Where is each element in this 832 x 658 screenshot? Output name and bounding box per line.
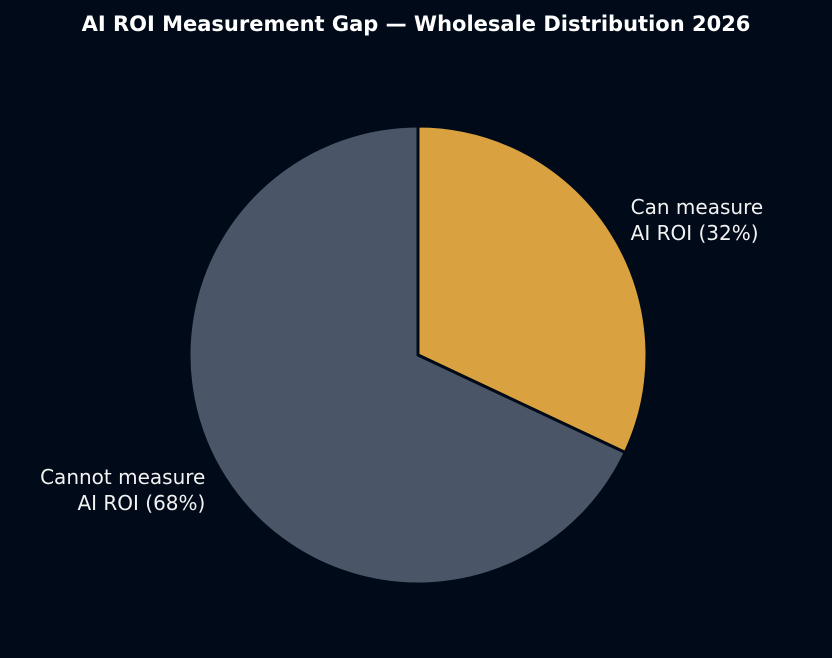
pie-slice <box>416 124 649 455</box>
slice-label: Cannot measure AI ROI (68%) <box>40 464 206 515</box>
chart-title: AI ROI Measurement Gap — Wholesale Distr… <box>81 12 751 36</box>
slice-label: Can measure AI ROI (32%) <box>630 195 764 246</box>
pie-slice <box>187 124 627 586</box>
